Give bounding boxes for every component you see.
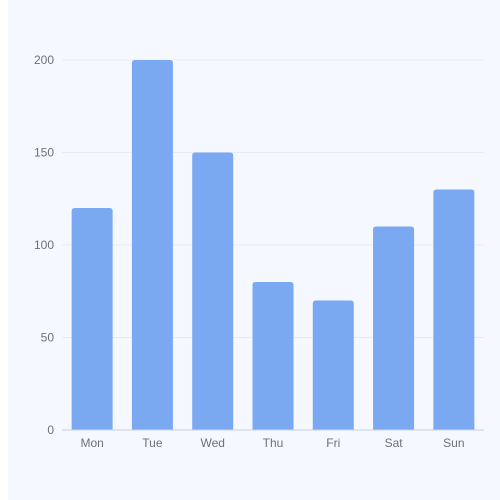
x-tick-label: Tue — [142, 436, 163, 450]
y-tick-label: 150 — [34, 146, 54, 160]
x-tick-label: Wed — [200, 436, 224, 450]
y-tick-label: 100 — [34, 238, 54, 252]
y-tick-label: 200 — [34, 53, 54, 67]
bar-sun — [433, 189, 475, 430]
axis-layer: 0 50 100 150 200 Mon Tue Wed Thu Fri Sat Sun — [34, 53, 484, 450]
y-tick-label: 0 — [47, 423, 54, 437]
bar-layer — [71, 60, 475, 430]
bar-fri — [312, 300, 354, 430]
y-tick-label: 50 — [41, 331, 55, 345]
bar-sat — [373, 226, 415, 430]
x-tick-label: Sun — [443, 436, 464, 450]
bar-tue — [131, 60, 173, 430]
bar-wed — [192, 152, 234, 430]
x-tick-label: Thu — [263, 436, 284, 450]
x-tick-label: Fri — [326, 436, 340, 450]
bar-mon — [71, 208, 113, 430]
x-tick-label: Mon — [80, 436, 103, 450]
x-tick-label: Sat — [385, 436, 404, 450]
bar-thu — [252, 282, 294, 430]
